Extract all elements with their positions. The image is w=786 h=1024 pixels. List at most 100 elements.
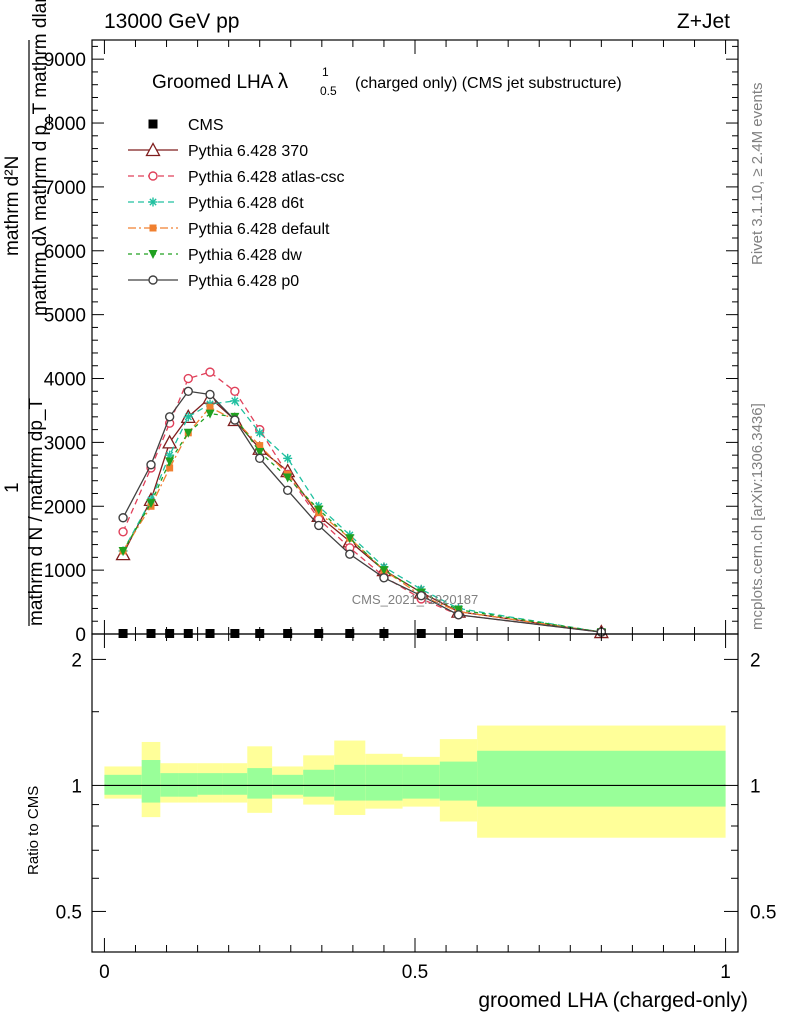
ylabel-line-2: mathrm dλ mathrm d p_T mathrm dlambda (30, 0, 51, 316)
series-line (122, 390, 602, 633)
main-plot: 0 1000 2000 3000 4000 5000 6000 7000 8000 9000 (44, 39, 739, 646)
series-line (122, 371, 602, 633)
ratio-inner-band (303, 769, 335, 797)
data-point (255, 453, 265, 464)
data-point (205, 409, 215, 419)
data-point (118, 527, 128, 537)
ratio-inner-band (141, 760, 161, 803)
y-tick-label: 1000 (44, 561, 86, 582)
data-point (205, 389, 215, 400)
ratio-y-tick-label: 2 (71, 650, 82, 671)
ratio-inner-band (402, 764, 440, 799)
rivet-label: Rivet 3.1.10, ≥ 2.4M events (749, 83, 766, 266)
legend-item: Pythia 6.428 d6t (128, 195, 304, 212)
svg-text:Groomed LHA λ: Groomed LHA λ (152, 70, 289, 93)
y-tick-label: 0 (75, 625, 86, 646)
data-point (345, 534, 355, 544)
data-point (165, 457, 175, 467)
ylabel-line-1: mathrm d²N (2, 156, 23, 256)
data-point (146, 499, 156, 509)
legend-item: Pythia 6.428 370 (128, 142, 308, 160)
y-tick-label: 2000 (44, 497, 86, 518)
data-point (164, 412, 175, 422)
data-point (282, 485, 293, 495)
data-point (255, 447, 265, 457)
data-point (118, 513, 128, 523)
ratio-y-tick-label-right: 1 (750, 776, 761, 797)
legend-label: Pythia 6.428 default (188, 221, 330, 238)
data-point (166, 464, 174, 472)
star-stroke (231, 397, 239, 405)
data-point (379, 573, 389, 583)
legend-item: Pythia 6.428 atlas-csc (128, 169, 345, 186)
legend-label: Pythia 6.428 atlas-csc (188, 169, 345, 186)
legend-label: Pythia 6.428 dw (188, 247, 302, 264)
ratio-inner-band (477, 750, 726, 807)
title-sup: 1 (322, 65, 329, 79)
legend-label: Pythia 6.428 p0 (188, 273, 299, 290)
ratio-inner-band (247, 768, 273, 799)
legend: CMS Pythia 6.428 370 Pythia 6.428 atlas-cs… (128, 117, 345, 290)
star-stroke (284, 454, 292, 462)
ratio-y-tick-label-right: 2 (750, 650, 761, 671)
series-line (122, 412, 602, 633)
series-line (122, 406, 602, 633)
ratio-y-tick-label-right: 0.5 (750, 902, 776, 923)
data-point (314, 505, 324, 515)
legend-item: Pythia 6.428 dw (128, 247, 302, 264)
ratio-inner-band (334, 764, 366, 801)
data-point (314, 520, 324, 531)
legend-item: Pythia 6.428 default (128, 221, 330, 238)
mcplots-label: mcplots.cern.ch [arXiv:1306.3436] (749, 403, 766, 630)
legend-label: CMS (188, 117, 224, 134)
legend-label: Pythia 6.428 370 (188, 143, 308, 160)
data-point (283, 473, 293, 483)
data-point (379, 566, 389, 576)
ratio-plot: 0.5 0.5 1 1 2 2 0 0.5 1 (56, 633, 776, 983)
title-main: Groomed LHA (152, 72, 278, 93)
data-point (183, 386, 193, 396)
data-point (118, 546, 128, 556)
title-sub: 0.5 (320, 84, 337, 98)
data-point (230, 415, 240, 425)
data-point (283, 453, 293, 463)
title-symbol: λ (278, 70, 289, 93)
legend-marker (148, 250, 158, 259)
legend-marker (148, 171, 158, 181)
y-axis-label: mathrm d²N mathrm dλ mathrm d p_T mathrm… (2, 0, 51, 626)
ylabel-denominator: mathrm d N / mathrm dp_T (26, 398, 47, 626)
y-tick-label: 9000 (44, 50, 86, 71)
x-tick-label: 0 (99, 962, 110, 983)
process-label: Z+Jet (677, 10, 730, 33)
data-point (183, 412, 193, 422)
data-point (183, 428, 193, 438)
data-point (230, 386, 240, 396)
ratio-ylabel: Ratio to CMS (25, 786, 42, 875)
star-stroke (165, 451, 174, 459)
data-point (345, 549, 355, 559)
ratio-axis-ticks: 0.5 0.5 1 1 2 2 0 0.5 1 (56, 634, 776, 983)
ratio-inner-band (365, 764, 403, 801)
legend-marker (148, 275, 158, 285)
legend-marker (148, 197, 158, 207)
data-point (255, 428, 265, 438)
main-axis-ticks: 0 1000 2000 3000 4000 5000 6000 7000 8000 9000 (44, 40, 738, 646)
data-point (205, 367, 215, 377)
y-tick-label: 6000 (44, 242, 86, 263)
data-point (256, 442, 264, 450)
ratio-inner-band (222, 773, 248, 795)
y-tick-label: 7000 (44, 178, 86, 199)
data-point (146, 460, 156, 470)
x-tick-label: 0.5 (402, 962, 428, 983)
ratio-y-tick-label: 1 (71, 776, 82, 797)
watermark-label: CMS_2021_I1920187 (352, 592, 479, 607)
star-stroke (256, 429, 264, 437)
y-tick-label: 8000 (44, 114, 86, 135)
data-point (230, 396, 240, 406)
star-stroke (184, 413, 192, 421)
ratio-frame (91, 633, 739, 953)
ylabel-one: 1 (2, 482, 23, 493)
data-point (416, 590, 426, 601)
y-tick-label: 4000 (44, 370, 86, 391)
